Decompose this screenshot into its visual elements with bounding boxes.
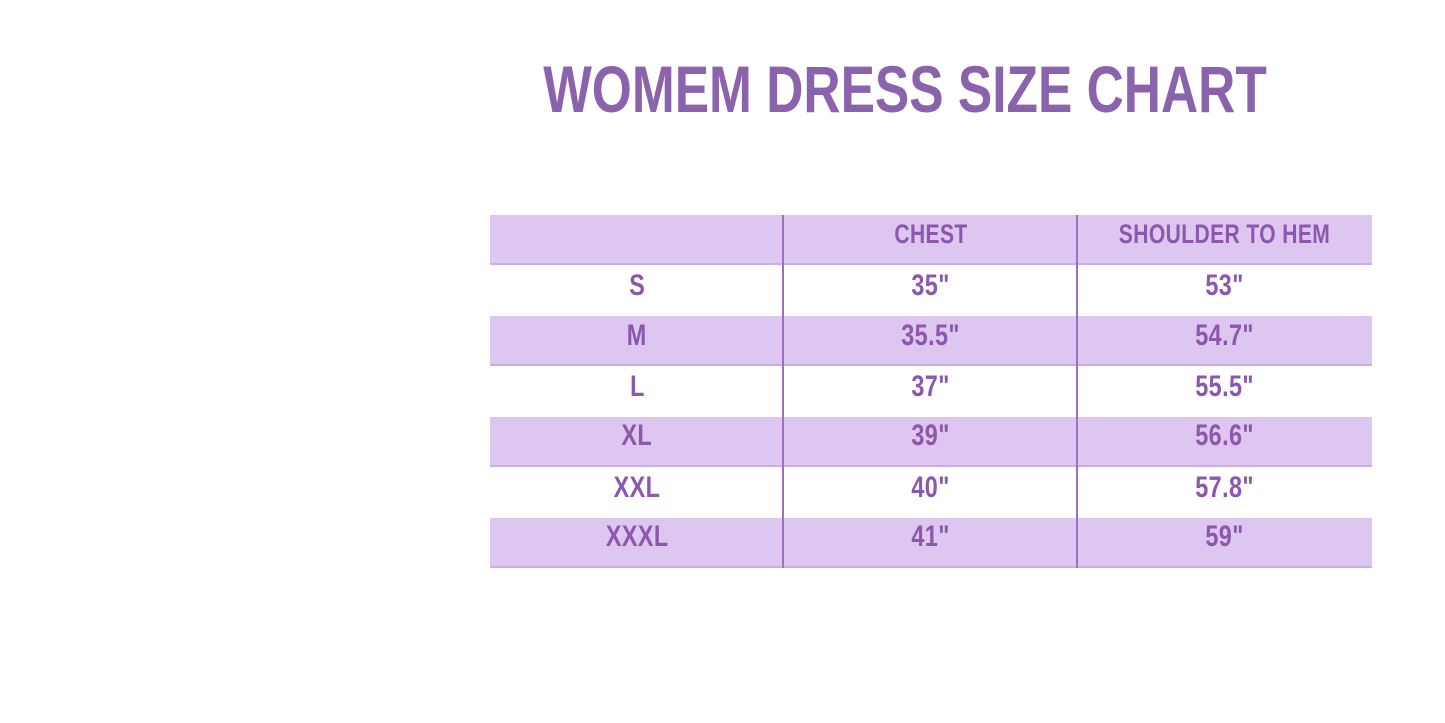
chest-value: 37" <box>911 369 951 403</box>
chest-value: 39" <box>911 419 951 453</box>
table-row-xl: XL 39" 56.6" <box>490 416 1372 468</box>
chest-value-cell: 40" <box>784 467 1078 517</box>
size-cell: XXXL <box>490 518 784 566</box>
hem-value-cell: 57.8" <box>1078 467 1372 517</box>
hem-value: 56.6" <box>1195 419 1255 453</box>
page-title: WOMEM DRESS SIZE CHART <box>441 56 1369 122</box>
size-table: CHEST SHOULDER TO HEM S 35" 53" M 35.5" … <box>490 215 1372 568</box>
hem-value-cell: 54.7" <box>1078 316 1372 364</box>
size-label: XXL <box>613 470 661 504</box>
size-cell: XXL <box>490 467 784 517</box>
hem-value: 59" <box>1205 520 1245 554</box>
hem-value: 55.5" <box>1195 369 1255 403</box>
table-row-l: L 37" 55.5" <box>490 366 1372 416</box>
table-header-row: CHEST SHOULDER TO HEM <box>490 215 1372 266</box>
size-label: M <box>627 318 647 352</box>
table-row-m: M 35.5" 54.7" <box>490 315 1372 367</box>
table-row-xxl: XXL 40" 57.8" <box>490 467 1372 517</box>
size-cell: S <box>490 265 784 315</box>
size-label: XL <box>621 419 653 453</box>
shoulder-to-hem-column-header-text: SHOULDER TO HEM <box>1119 219 1331 250</box>
chest-value-cell: 37" <box>784 366 1078 416</box>
chest-value: 35.5" <box>901 318 961 352</box>
hem-value-cell: 53" <box>1078 265 1372 315</box>
column-divider-2 <box>1076 215 1078 568</box>
chest-column-header: CHEST <box>784 215 1078 263</box>
chest-value-cell: 41" <box>784 518 1078 566</box>
size-label: L <box>629 369 645 403</box>
shoulder-to-hem-column-header: SHOULDER TO HEM <box>1078 215 1372 263</box>
chest-value-cell: 35" <box>784 265 1078 315</box>
hem-value-cell: 56.6" <box>1078 417 1372 465</box>
chest-column-header-text: CHEST <box>894 219 968 250</box>
hem-value: 57.8" <box>1195 470 1255 504</box>
chest-value: 35" <box>911 269 951 303</box>
column-divider-1 <box>782 215 784 568</box>
hem-value: 54.7" <box>1195 318 1255 352</box>
page-title-text: WOMEM DRESS SIZE CHART <box>543 52 1267 126</box>
table-row-xxxl: XXXL 41" 59" <box>490 517 1372 568</box>
size-cell: M <box>490 316 784 364</box>
hem-value-cell: 59" <box>1078 518 1372 566</box>
size-cell: XL <box>490 417 784 465</box>
chest-value-cell: 35.5" <box>784 316 1078 364</box>
size-cell: L <box>490 366 784 416</box>
chest-value: 41" <box>911 520 951 554</box>
size-label: S <box>628 269 645 303</box>
hem-value: 53" <box>1205 269 1245 303</box>
hem-value-cell: 55.5" <box>1078 366 1372 416</box>
size-label: XXXL <box>605 520 669 554</box>
size-column-header <box>490 215 784 263</box>
chest-value: 40" <box>911 470 951 504</box>
table-row-s: S 35" 53" <box>490 265 1372 315</box>
chest-value-cell: 39" <box>784 417 1078 465</box>
